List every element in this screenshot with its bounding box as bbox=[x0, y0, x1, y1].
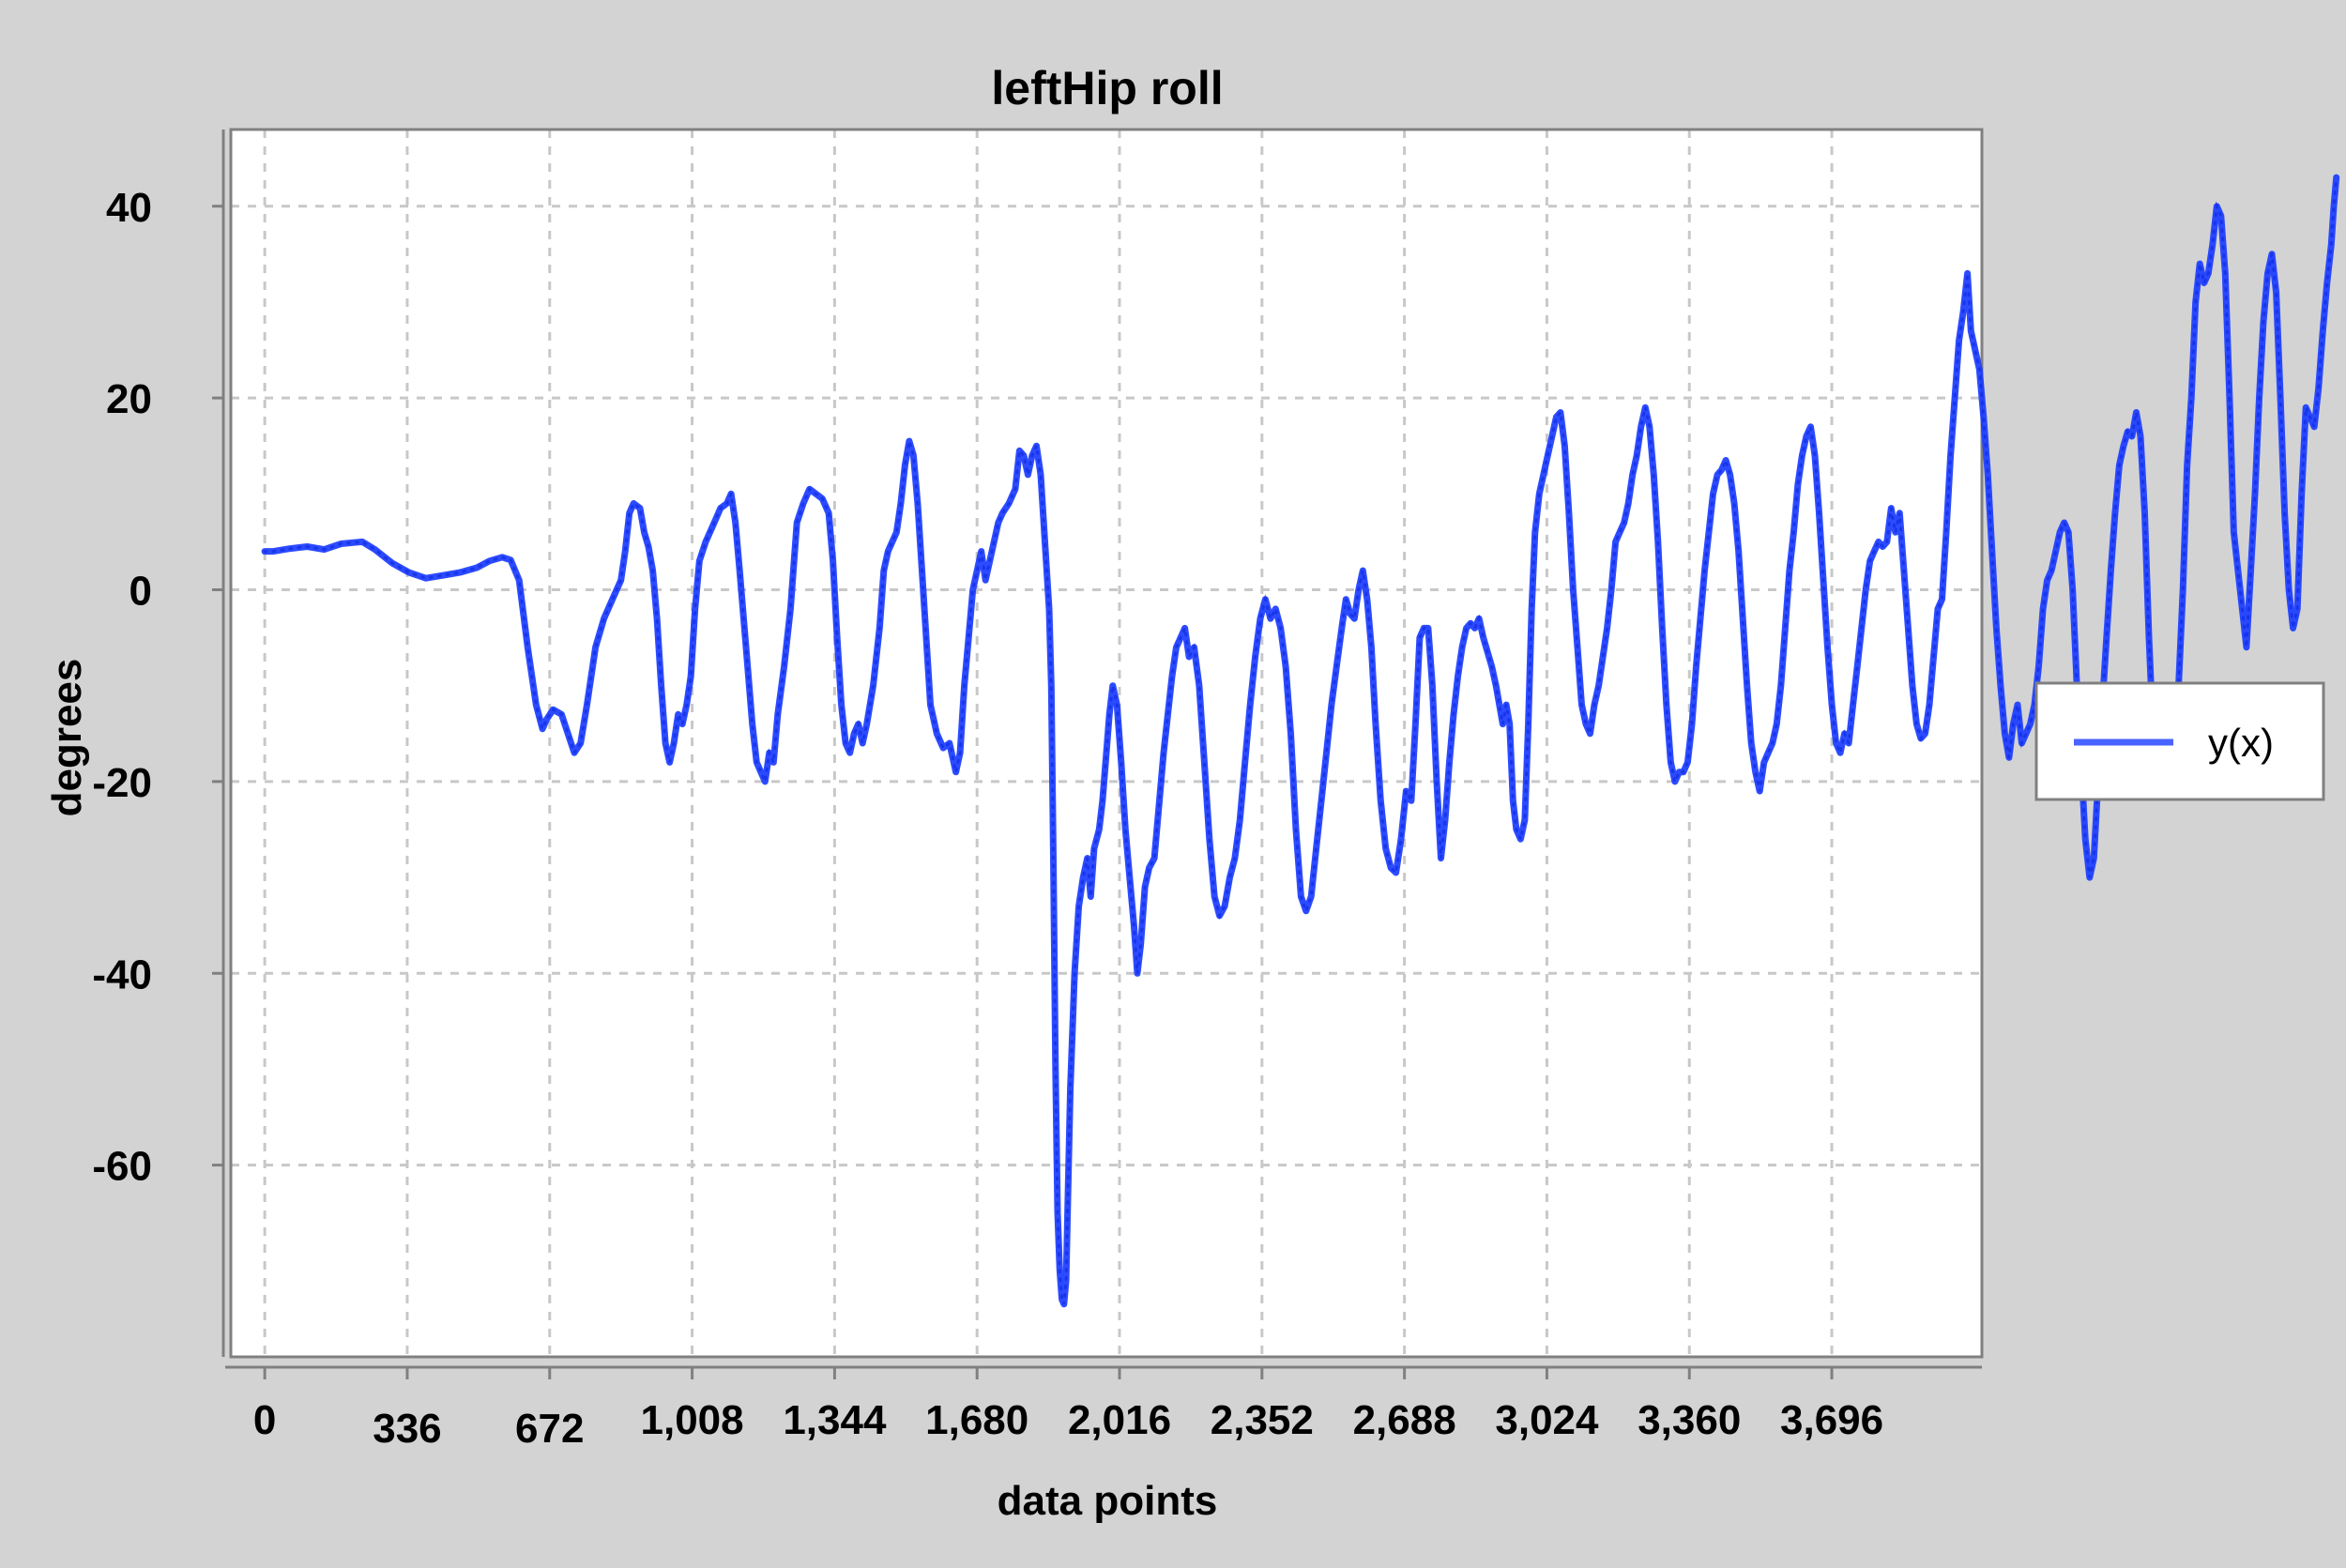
x-axis-ticks: 0 336 672 1,008 1,344 1,680 2,016 2,352 2,688 3,0… bbox=[253, 1367, 1883, 1452]
y-axis-ticks: 40 20 0 -20 -40 -60 bbox=[92, 185, 223, 1190]
series-line-points bbox=[263, 175, 2338, 1305]
series-layer bbox=[261, 174, 2340, 1308]
y-tick-label: -20 bbox=[92, 760, 152, 806]
x-tick-label: 1,344 bbox=[783, 1397, 887, 1443]
x-tick-label: 2,352 bbox=[1211, 1397, 1314, 1443]
x-tick-label: 3,024 bbox=[1495, 1397, 1599, 1443]
x-tick-label: 2,016 bbox=[1068, 1397, 1171, 1443]
y-axis-label: degrees bbox=[44, 659, 90, 817]
x-tick-label: 0 bbox=[253, 1397, 276, 1443]
x-tick-label: 3,360 bbox=[1638, 1397, 1741, 1443]
x-axis-label: data points bbox=[998, 1478, 1218, 1524]
legend-label: y(x) bbox=[2208, 721, 2274, 765]
x-tick-label: 3,696 bbox=[1780, 1397, 1883, 1443]
y-tick-label: 20 bbox=[106, 376, 152, 422]
x-tick-label: 1,680 bbox=[925, 1397, 1028, 1443]
y-tick-label: -40 bbox=[92, 951, 152, 997]
legend: y(x) bbox=[2034, 681, 2325, 801]
x-tick-label: 672 bbox=[515, 1406, 584, 1452]
y-tick-label: 0 bbox=[129, 569, 152, 615]
grid-layer bbox=[231, 129, 1982, 1357]
x-tick-label: 336 bbox=[373, 1406, 441, 1452]
y-tick-label: -60 bbox=[92, 1144, 152, 1190]
x-tick-label: 2,688 bbox=[1353, 1397, 1456, 1443]
y-tick-label: 40 bbox=[106, 185, 152, 231]
chart-title: leftHip roll bbox=[991, 62, 1223, 114]
plot-border bbox=[229, 128, 1984, 1359]
x-tick-label: 1,008 bbox=[641, 1397, 744, 1443]
